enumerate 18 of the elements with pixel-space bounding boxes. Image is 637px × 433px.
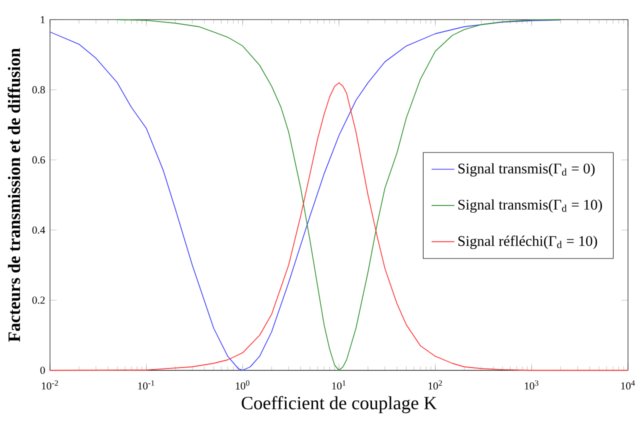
x-tick-label: 10$^{3}$ xyxy=(524,380,538,390)
x-tick-label: 10$^{-2}$ xyxy=(42,380,58,390)
x-tick-label: 10$^{4}$ xyxy=(621,380,635,390)
x-tick-label: 10$^{0}$ xyxy=(236,380,250,390)
legend-label: Signal transmis(Γ$_{d}$ = 0) xyxy=(458,163,595,177)
y-tick-label: 0.6 xyxy=(32,156,45,164)
x-tick-label: 10$^{1}$ xyxy=(332,380,346,390)
x-tick-label: 10$^{2}$ xyxy=(428,380,442,390)
y-axis-title: Facteurs de transmission et de diffusion xyxy=(8,48,20,342)
y-tick-label: 0.4 xyxy=(32,226,46,234)
x-tick-label: 10$^{-1}$ xyxy=(138,380,154,390)
y-tick-label: 0.8 xyxy=(32,86,45,94)
y-tick-label: 1 xyxy=(40,16,45,24)
legend-label: Signal réfléchi(Γ$_{d}$ = 10) xyxy=(458,236,598,250)
x-axis-title: Coefficient de couplage K xyxy=(242,396,437,414)
y-tick-label: 0.2 xyxy=(32,296,45,304)
y-tick-label: 0 xyxy=(40,366,45,374)
legend-label: Signal transmis(Γ$_{d}$ = 10) xyxy=(458,199,602,213)
